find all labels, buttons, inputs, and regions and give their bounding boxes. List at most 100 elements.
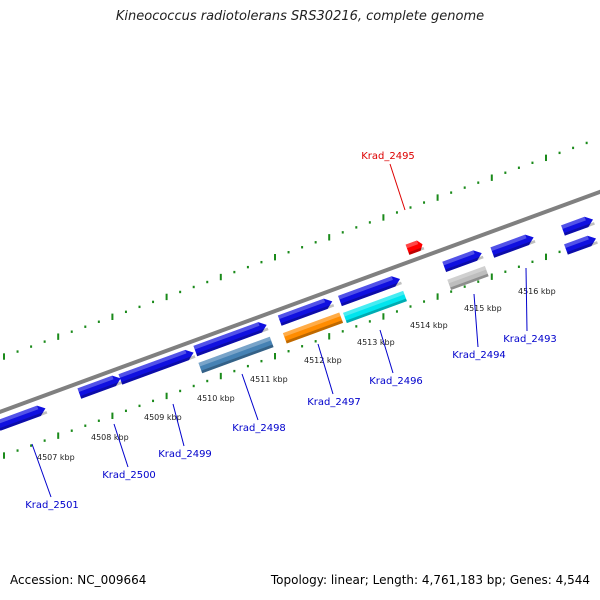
label-layer: 4507 kbp 4508 kbp 4509 kbp 4510 kbp 4511 kbp…: [25, 151, 557, 511]
gene-body: [77, 375, 121, 399]
axis-tick-label: 4511 kbp: [250, 375, 288, 384]
gene-shadow: [445, 255, 484, 273]
gene-layer: [0, 216, 598, 431]
gene-arrow: [338, 276, 402, 307]
gene-shadow: [201, 344, 274, 374]
gene-name-label: Krad_2499: [158, 449, 212, 460]
gene-highlight: [490, 234, 527, 252]
gene-arrow: [442, 250, 484, 273]
callout-leader-line: [379, 329, 394, 374]
gene-name-label: Krad_2494: [452, 350, 506, 361]
gene-box-cyan: [343, 290, 407, 324]
gene-shadow: [0, 410, 48, 431]
tick-layer: [3, 141, 588, 459]
gene-name-label: Krad_2500: [102, 470, 156, 481]
gene-highlight: [561, 216, 586, 229]
gene-body: [561, 216, 594, 236]
gene-shadow: [285, 320, 344, 344]
gene-highlight: [338, 276, 393, 300]
axis-tick-label: 4510 kbp: [197, 394, 235, 403]
axis-tick-label: 4513 kbp: [357, 338, 395, 347]
gene-box-gray: [447, 265, 489, 291]
gene-highlight: [405, 240, 419, 249]
gene-shadow: [196, 327, 269, 357]
gene-arrow: [490, 234, 536, 258]
figure-title: Kineococcus radiotolerans SRS30216, comp…: [115, 9, 485, 24]
axis-tick-label: 4508 kbp: [91, 433, 129, 442]
gene-name-label: Krad_2497: [307, 397, 361, 408]
gene-highlight: [343, 290, 405, 317]
axis-tick-label: 4515 kbp: [464, 304, 502, 313]
gene-body: [490, 234, 534, 258]
gene-body: [447, 265, 489, 291]
gene-arrow: [77, 375, 123, 399]
gene-shadow: [563, 222, 595, 236]
gene-arrow: [561, 216, 595, 236]
backbone-layer: [0, 189, 600, 414]
axis-tick-label: 4516 kbp: [518, 287, 556, 296]
gene-arrow-highlighted: [405, 240, 425, 255]
gene-body: [198, 336, 274, 374]
gene-body: [193, 322, 267, 357]
gene-shadow: [408, 246, 425, 255]
gene-body: [338, 276, 401, 307]
gene-arrow: [564, 235, 598, 255]
gene-shadow: [80, 381, 123, 399]
gene-shadow: [450, 273, 489, 291]
callout-leader-line: [113, 423, 129, 468]
gene-highlight: [564, 235, 589, 248]
gene-body: [118, 349, 194, 385]
gene-body: [442, 250, 482, 273]
gene-body: [564, 235, 597, 255]
callout-leader-line: [172, 403, 185, 447]
gene-body: [405, 240, 423, 255]
gene-shadow: [280, 303, 335, 326]
gene-body: [277, 298, 333, 326]
upper-tick-row: [3, 141, 588, 360]
gene-highlight: [447, 265, 487, 284]
gene-name-label: Krad_2493: [503, 334, 557, 345]
gene-highlight: [442, 250, 475, 266]
accession-label: Accession: NC_009664: [10, 573, 147, 587]
callout-leader-line: [31, 443, 52, 498]
gene-highlight: [198, 336, 272, 367]
gene-shadow: [566, 241, 598, 255]
gene-box-orange: [282, 312, 344, 344]
gene-arrow: [118, 349, 196, 385]
gene-highlight: [77, 375, 114, 393]
gene-shadow: [340, 281, 402, 307]
gene-highlight: [118, 349, 187, 378]
gene-shadow: [121, 355, 196, 385]
gene-body: [343, 290, 407, 324]
gene-arrow: [193, 322, 269, 357]
chromosome-backbone: [0, 189, 600, 414]
gene-highlight: [193, 322, 260, 350]
callout-leader-line: [389, 163, 406, 211]
gene-box-steelblue: [198, 336, 274, 374]
gene-name-label: Krad_2498: [232, 423, 286, 434]
gene-highlight: [277, 298, 326, 320]
topology-label: Topology: linear; Length: 4,761,183 bp; …: [270, 573, 590, 587]
lower-tick-row: [3, 240, 588, 459]
axis-tick-label: 4514 kbp: [410, 321, 448, 330]
gene-arrow: [277, 298, 335, 326]
gene-shadow: [345, 298, 407, 324]
callout-leader-line: [241, 373, 259, 421]
gene-name-label: Krad_2501: [25, 500, 79, 511]
callout-leader-line: [473, 293, 479, 348]
gene-shadow: [493, 240, 536, 258]
gene-body: [0, 405, 46, 431]
gene-arrow: [0, 405, 48, 431]
gene-name-label: Krad_2496: [369, 376, 423, 387]
gene-callouts: Krad_2495 Krad_2493 Krad_2494 Krad_2496 Krad…: [25, 151, 557, 511]
gene-highlight: [0, 405, 39, 425]
callout-leader-line: [525, 267, 528, 332]
axis-tick-label: 4509 kbp: [144, 413, 182, 422]
gene-name-label: Krad_2495: [361, 151, 415, 162]
axis-tick-label: 4507 kbp: [37, 453, 75, 462]
callout-leader-line: [317, 343, 334, 395]
gene-body: [282, 312, 344, 344]
gene-highlight: [282, 312, 341, 337]
